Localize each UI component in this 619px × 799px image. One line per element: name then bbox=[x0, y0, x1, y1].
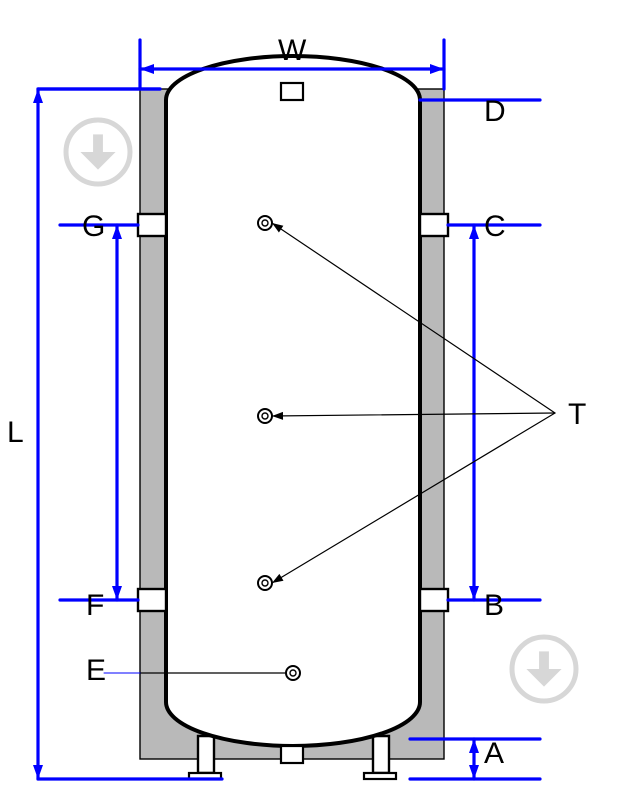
label-B: B bbox=[484, 589, 504, 623]
label-A: A bbox=[484, 737, 504, 771]
label-W: W bbox=[278, 34, 306, 68]
label-D: D bbox=[484, 95, 506, 129]
label-F: F bbox=[86, 589, 104, 623]
diagram-stage: W L D C G B F E A T bbox=[0, 0, 619, 799]
label-T: T bbox=[568, 398, 586, 432]
label-L: L bbox=[7, 416, 24, 450]
label-E: E bbox=[86, 654, 106, 688]
label-C: C bbox=[484, 210, 506, 244]
label-G: G bbox=[82, 210, 105, 244]
